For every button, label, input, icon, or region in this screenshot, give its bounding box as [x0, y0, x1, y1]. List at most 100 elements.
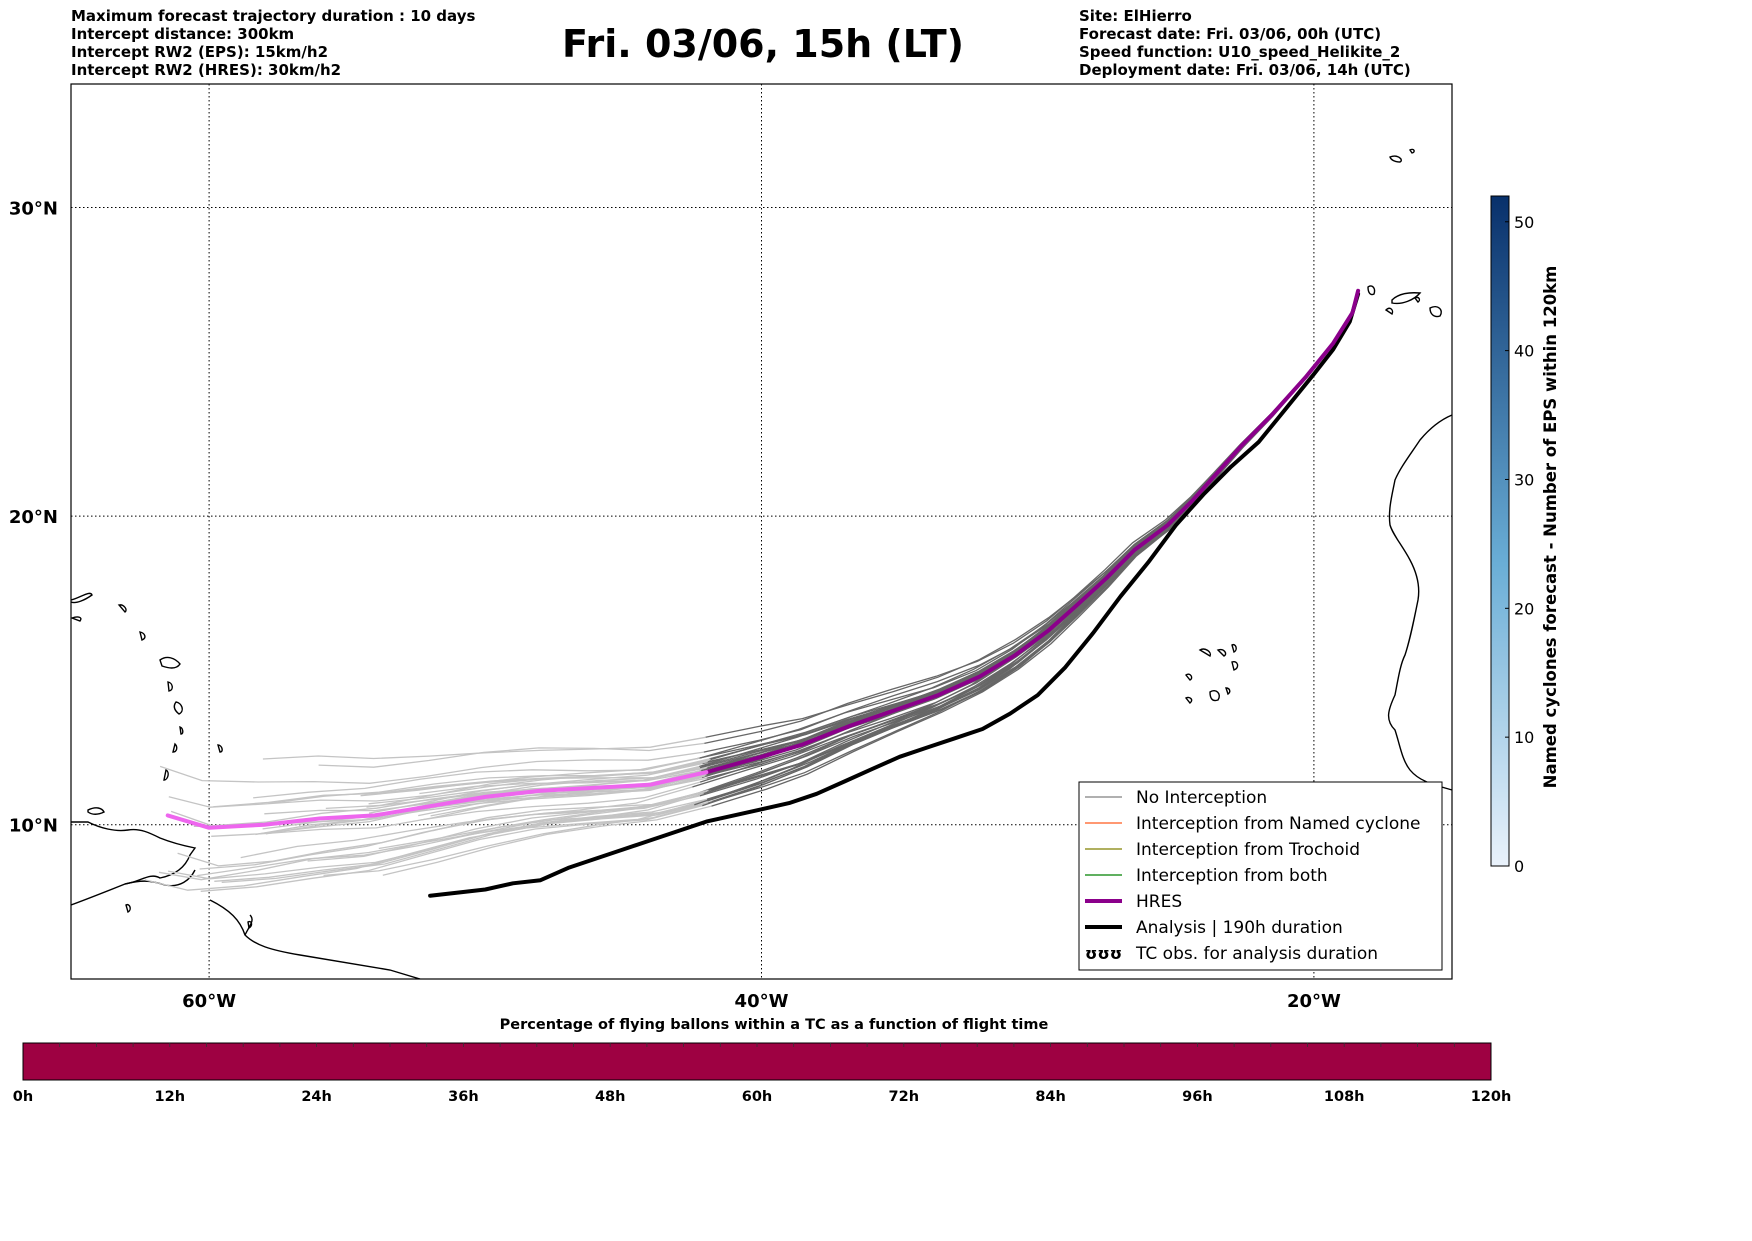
legend-item: Interception from Named cyclone — [1085, 814, 1421, 834]
ensemble-track-late — [168, 761, 708, 808]
ensemble-track-early — [701, 290, 1359, 768]
legend-label: Interception from Named cyclone — [1136, 814, 1421, 834]
flight-time-tick-label: 48h — [595, 1089, 626, 1105]
ensemble-track-late — [214, 800, 708, 882]
flight-time-tick-label: 108h — [1324, 1089, 1365, 1105]
legend-label: Analysis | 190h duration — [1136, 918, 1343, 938]
ensemble-track-late — [264, 766, 708, 815]
legend-label: Interception from both — [1136, 866, 1328, 886]
ensemble-track-early — [699, 290, 1359, 768]
ensemble-track-early — [710, 290, 1359, 760]
ensemble-track-late — [368, 770, 702, 814]
x-tick-label: 40°W — [735, 991, 789, 1012]
ensemble-track-early — [709, 290, 1359, 760]
ensemble-track-early — [709, 290, 1359, 761]
trajectory-chart: 60°W 40°W 20°W 10°N 20°N 30°N No Interceptio… — [9, 83, 1534, 1105]
ensemble-track-early — [706, 290, 1359, 776]
info-line: Speed function: U10_speed_Helikite_2 — [1079, 43, 1401, 61]
flight-time-tick-label: 36h — [448, 1089, 479, 1105]
flight-time-tick-label: 84h — [1035, 1089, 1066, 1105]
info-line: Maximum forecast trajectory duration : 1… — [71, 7, 476, 25]
ensemble-track-early — [706, 290, 1359, 802]
flight-time-tick-label: 24h — [301, 1089, 332, 1105]
ensemble-track-early — [715, 290, 1359, 799]
legend-label: No Interception — [1136, 788, 1267, 808]
legend-item: Analysis | 190h duration — [1085, 918, 1343, 938]
colorbar-tick-label: 40 — [1514, 342, 1534, 361]
ensemble-track-late — [307, 795, 700, 862]
ensemble-track-early — [706, 290, 1359, 776]
ensemble-track-late — [382, 805, 712, 876]
colorbar-tick-label: 30 — [1514, 470, 1534, 489]
colorbar-tick-label: 50 — [1514, 213, 1534, 232]
ensemble-track-early — [706, 290, 1359, 779]
named-cyclone-colorbar: 0 10 20 30 40 50 — [1490, 195, 1534, 876]
ensemble-track-early — [693, 290, 1359, 806]
ensemble-track-early — [699, 290, 1359, 759]
ensemble-track-early — [706, 290, 1359, 800]
y-tick-label: 10°N — [9, 816, 58, 837]
ensemble-track-late — [253, 757, 700, 799]
ensemble-track-early — [698, 290, 1359, 795]
legend-label: TC obs. for analysis duration — [1135, 944, 1378, 964]
y-tick-label: 30°N — [9, 198, 58, 219]
y-tick-label: 20°N — [9, 507, 58, 528]
info-line: Forecast date: Fri. 03/06, 00h (UTC) — [1079, 25, 1382, 43]
legend-item: Interception from both — [1085, 866, 1328, 886]
colorbar-label: Named cyclones forecast - Number of EPS … — [1541, 266, 1560, 789]
ensemble-track-early — [692, 290, 1359, 788]
ensemble-track-early — [704, 290, 1359, 745]
colorbar-label-text: Named cyclones forecast - Number of EPS … — [1541, 266, 1560, 789]
ensemble-track-early — [708, 290, 1359, 791]
colorbar-gradient — [1490, 195, 1510, 867]
ensemble-track-early — [710, 290, 1359, 791]
ensemble-track-early — [699, 290, 1359, 769]
y-axis-ticks: 10°N 20°N 30°N — [9, 198, 58, 836]
ensemble-track-early — [707, 290, 1359, 763]
main-trajectories — [165, 288, 1361, 898]
legend-item: Interception from Trochoid — [1085, 840, 1360, 860]
ensemble-track-late — [159, 751, 704, 784]
info-line: Deployment date: Fri. 03/06, 14h (UTC) — [1079, 61, 1411, 79]
flight-time-bar: 0h 12h 24h 36h 48h 60h 72h 84h 96h 108h 120h — [13, 1042, 1511, 1105]
ensemble-track-early — [706, 290, 1359, 777]
hres-trajectory-early — [704, 288, 1361, 775]
x-tick-label: 20°W — [1287, 991, 1341, 1012]
ensemble-track-early — [703, 290, 1359, 753]
analysis-trajectory — [428, 291, 1361, 898]
info-line: Intercept RW2 (EPS): 15km/h2 — [71, 43, 328, 61]
ensemble-track-late — [144, 804, 695, 891]
ensemble-track-late — [221, 800, 713, 884]
flight-time-tick-label: 12h — [155, 1089, 186, 1105]
chart-title: Fri. 03/06, 15h (LT) — [561, 22, 964, 66]
ensemble-track-early — [701, 290, 1359, 779]
ensemble-track-late — [323, 802, 709, 877]
ensemble-track-early — [696, 290, 1359, 760]
flight-time-fill — [22, 1042, 1492, 1081]
ensemble-track-late — [382, 758, 711, 794]
ensemble-track-late — [265, 775, 706, 835]
legend-label: Interception from Trochoid — [1136, 840, 1360, 860]
plot-frame — [70, 83, 1453, 980]
x-tick-label: 60°W — [182, 991, 236, 1012]
ensemble-track-late — [420, 781, 701, 821]
flight-time-bar-title: Percentage of flying ballons within a TC… — [499, 1017, 1049, 1033]
tc-obs-symbol-icon: ʊʊʊ — [1085, 944, 1122, 963]
flight-time-tick-label: 96h — [1182, 1089, 1213, 1105]
info-line: Intercept distance: 300km — [71, 25, 295, 43]
legend: No Interception Interception from Named c… — [1078, 781, 1443, 971]
ensemble-track-late — [200, 805, 703, 892]
legend-item: No Interception — [1085, 788, 1267, 808]
lat-lon-grid — [71, 84, 1452, 979]
ensemble-track-early — [704, 290, 1359, 777]
ensemble-track-late — [240, 786, 693, 859]
legend-item: ʊʊʊ TC obs. for analysis duration — [1085, 944, 1378, 964]
forecast-settings-info: Maximum forecast trajectory duration : 1… — [71, 7, 475, 79]
ensemble-track-early — [699, 290, 1359, 794]
x-axis-ticks: 60°W 40°W 20°W — [182, 991, 1341, 1012]
hres-trajectory-late — [165, 770, 709, 830]
flight-time-tick-label: 0h — [13, 1089, 33, 1105]
colorbar-tick-label: 20 — [1514, 599, 1534, 618]
colorbar-tick-label: 10 — [1514, 728, 1534, 747]
legend-label: HRES — [1136, 892, 1182, 912]
